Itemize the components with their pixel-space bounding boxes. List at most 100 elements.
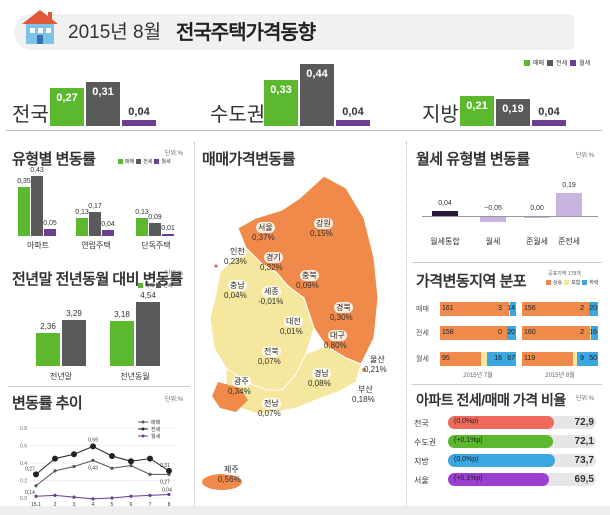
yoy-group-label: 전년동월 bbox=[120, 372, 150, 381]
top-bar bbox=[460, 96, 494, 126]
top-bar-value: 0,04 bbox=[128, 106, 150, 119]
type-bar-value: 0,01 bbox=[161, 225, 175, 232]
monthly-bar-value: 0,19 bbox=[562, 182, 576, 190]
dist-segment bbox=[508, 302, 510, 316]
map-region-name: 대전 bbox=[284, 316, 303, 327]
dist-value-up: 158 bbox=[442, 329, 454, 336]
trend-legend-label: 월세 bbox=[151, 433, 161, 440]
map-region-value: 0,04% bbox=[224, 291, 247, 300]
map-region-name: 충북 bbox=[300, 270, 319, 281]
map-region-name: 서울 bbox=[256, 222, 275, 233]
house-icon bbox=[22, 10, 58, 44]
trend-annotation: 0,59 bbox=[88, 437, 98, 443]
trend-annotation: 0,04 bbox=[162, 488, 172, 494]
dist-legend: 상승 보합 하락 bbox=[546, 279, 599, 286]
left-divider bbox=[8, 386, 190, 387]
korea-map bbox=[202, 175, 379, 490]
dist-value-down: 20 bbox=[507, 329, 515, 336]
map-region-value: 0,07% bbox=[258, 409, 281, 418]
map-region-value: 0,32% bbox=[260, 263, 283, 272]
trend-xtick: 8 bbox=[168, 502, 171, 508]
trend-point bbox=[52, 455, 58, 462]
dist-period-jul: 2015년 7월 bbox=[463, 373, 493, 379]
trend-point bbox=[110, 496, 114, 500]
dist-row-label: 전세 bbox=[416, 330, 429, 337]
map-region-value: 0,07% bbox=[258, 357, 281, 366]
type-bar bbox=[31, 176, 43, 236]
trend-point bbox=[166, 467, 172, 474]
type-bar bbox=[76, 217, 88, 236]
type-bar bbox=[136, 217, 148, 236]
top-bar bbox=[532, 120, 566, 126]
ratio-delta: (0,0%p) bbox=[454, 418, 479, 425]
monthly-bar bbox=[432, 211, 458, 216]
map-region-value: 0,18% bbox=[352, 395, 375, 404]
dist-segment bbox=[588, 302, 590, 316]
trend-ytick: 0.2 bbox=[20, 479, 27, 485]
trend-legend-marker bbox=[141, 434, 145, 438]
dist-segment bbox=[510, 302, 516, 316]
dist-segment bbox=[487, 352, 516, 366]
monthly-bar-value: 0,04 bbox=[438, 200, 452, 208]
trend-line-jeonse bbox=[35, 445, 170, 475]
dist-value-down: 20 bbox=[589, 305, 597, 312]
trend-point bbox=[53, 469, 57, 473]
top-bar-value: 0,19 bbox=[502, 103, 524, 116]
type-bar-value: 0,09 bbox=[148, 214, 162, 222]
monthly-bar-value: 0,00 bbox=[530, 205, 544, 212]
ratio-value: 73,7 bbox=[574, 455, 594, 466]
map-region-name: 대구 bbox=[328, 330, 347, 341]
top-bar bbox=[336, 120, 370, 126]
trend-annotation: 0,31 bbox=[160, 463, 170, 469]
map-region-value: 0,09% bbox=[296, 281, 319, 290]
type-bar bbox=[149, 223, 161, 236]
col-divider-2 bbox=[406, 142, 407, 514]
type-group-label: 단독주택 bbox=[141, 241, 171, 250]
type-bar bbox=[89, 212, 101, 236]
map-region-name: 세종 bbox=[262, 286, 281, 297]
trend-point bbox=[34, 494, 38, 498]
map-region-name: 경기 bbox=[264, 252, 283, 263]
ratio-value: 69,5 bbox=[574, 474, 594, 485]
trend-point bbox=[167, 492, 171, 497]
ratio-row-label: 서울 bbox=[414, 476, 429, 485]
trend-annotation: 0,14 bbox=[25, 490, 35, 496]
trend-title: 변동률 추이 bbox=[12, 395, 83, 412]
map-region-name: 경북 bbox=[334, 302, 353, 313]
ratio-row-label: 지방 bbox=[414, 457, 429, 466]
map-region-value: -0,01% bbox=[258, 297, 284, 306]
dist-value-flat: 9 bbox=[580, 355, 584, 362]
legend-label-sale: 매매 bbox=[533, 61, 545, 67]
ratio-delta: (0,0%p) bbox=[454, 456, 479, 463]
ratio-fill bbox=[448, 473, 549, 486]
type-bar-value: 0,17 bbox=[88, 203, 102, 211]
trend-point bbox=[148, 472, 152, 476]
map-region-value: 0,01% bbox=[280, 327, 303, 336]
monthly-bar bbox=[480, 216, 506, 222]
monthly-title: 월세 유형별 변동률 bbox=[416, 151, 530, 168]
top-group-label: 전국 bbox=[12, 104, 49, 126]
trend-point bbox=[91, 497, 95, 501]
ratio-row-label: 수도권 bbox=[414, 438, 437, 447]
trend-annotation: 0,27 bbox=[160, 479, 170, 485]
top-bar-value: 0,21 bbox=[466, 100, 488, 113]
trend-unit: 단위:% bbox=[165, 397, 184, 403]
trend-point bbox=[110, 466, 114, 470]
trend-line-monthly bbox=[35, 494, 170, 500]
dist-value-flat: 3 bbox=[498, 305, 502, 312]
map-region-value: 0,30% bbox=[330, 313, 353, 322]
dist-value-up: 160 bbox=[524, 329, 536, 336]
map-region-name: 제주 bbox=[222, 464, 241, 475]
monthly-bar-value: −0,05 bbox=[484, 205, 502, 212]
map-region-name: 전북 bbox=[262, 346, 281, 357]
yoy-bar bbox=[36, 332, 60, 366]
top-bar bbox=[50, 87, 84, 126]
legend-label-jeonse: 전세 bbox=[556, 61, 568, 67]
map-region-name: 인천 bbox=[228, 246, 247, 257]
trend-point bbox=[53, 493, 57, 497]
yoy-bar bbox=[62, 319, 86, 366]
trend-xtick: 6 bbox=[130, 502, 133, 508]
monthly-bar-label: 월세 bbox=[485, 237, 501, 246]
dist-value-up: 95 bbox=[442, 355, 450, 362]
yoy-bar-value: 2,36 bbox=[40, 321, 56, 331]
